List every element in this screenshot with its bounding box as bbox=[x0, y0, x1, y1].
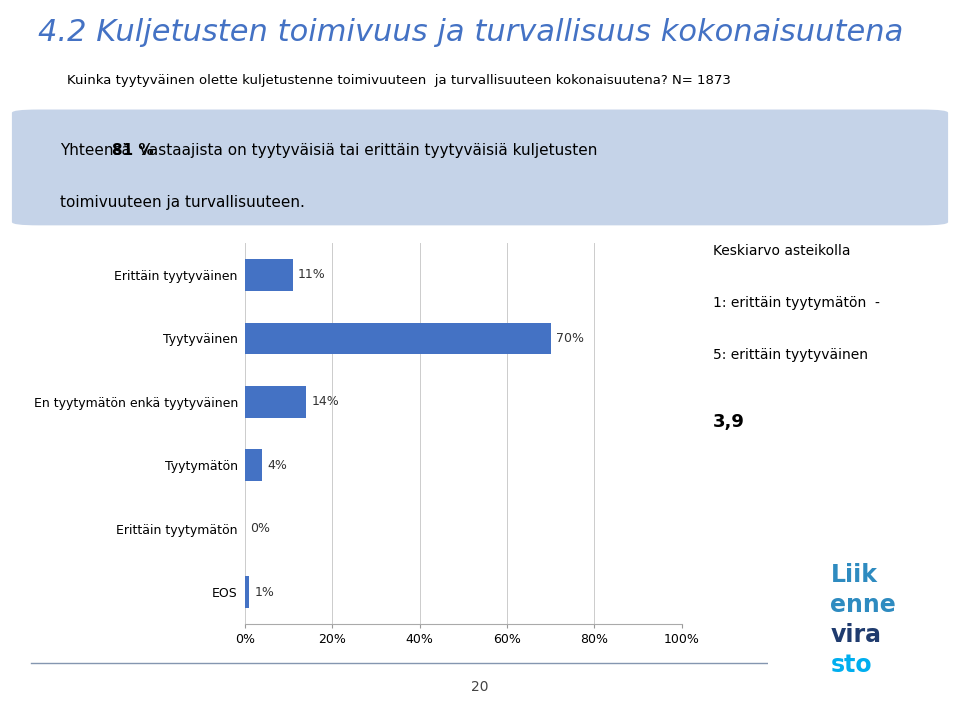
Text: toimivuuteen ja turvallisuuteen.: toimivuuteen ja turvallisuuteen. bbox=[60, 195, 305, 210]
Bar bbox=[245, 386, 306, 417]
Text: 5: erittäin tyytyväinen: 5: erittäin tyytyväinen bbox=[712, 348, 868, 362]
Bar bbox=[245, 259, 293, 290]
Text: Liik: Liik bbox=[830, 563, 877, 587]
Text: 11%: 11% bbox=[299, 269, 325, 281]
Text: 1%: 1% bbox=[254, 586, 275, 599]
Text: enne: enne bbox=[830, 593, 896, 617]
Text: 4%: 4% bbox=[268, 459, 287, 472]
Text: 0%: 0% bbox=[250, 522, 270, 535]
Text: 3,9: 3,9 bbox=[712, 413, 745, 431]
Text: 1: erittäin tyytymätön  -: 1: erittäin tyytymätön - bbox=[712, 296, 879, 309]
Text: 20: 20 bbox=[471, 680, 489, 694]
Text: sto: sto bbox=[830, 653, 872, 677]
Text: Kuinka tyytyväinen olette kuljetustenne toimivuuteen  ja turvallisuuteen kokonai: Kuinka tyytyväinen olette kuljetustenne … bbox=[67, 74, 732, 87]
Text: 4.2 Kuljetusten toimivuus ja turvallisuus kokonaisuutena: 4.2 Kuljetusten toimivuus ja turvallisuu… bbox=[38, 18, 903, 47]
Bar bbox=[245, 450, 262, 481]
Text: Keskiarvo asteikolla: Keskiarvo asteikolla bbox=[712, 244, 851, 258]
Text: 70%: 70% bbox=[556, 332, 584, 345]
Bar bbox=[245, 576, 250, 608]
FancyBboxPatch shape bbox=[12, 109, 948, 226]
Text: 81 %: 81 % bbox=[112, 143, 154, 159]
Text: Yhteensä: Yhteensä bbox=[60, 143, 136, 159]
Text: 14%: 14% bbox=[311, 396, 339, 408]
Bar bbox=[245, 322, 550, 354]
Text: vira: vira bbox=[830, 623, 881, 646]
Text: vastaajista on tyytyväisiä tai erittäin tyytyväisiä kuljetusten: vastaajista on tyytyväisiä tai erittäin … bbox=[135, 143, 597, 159]
